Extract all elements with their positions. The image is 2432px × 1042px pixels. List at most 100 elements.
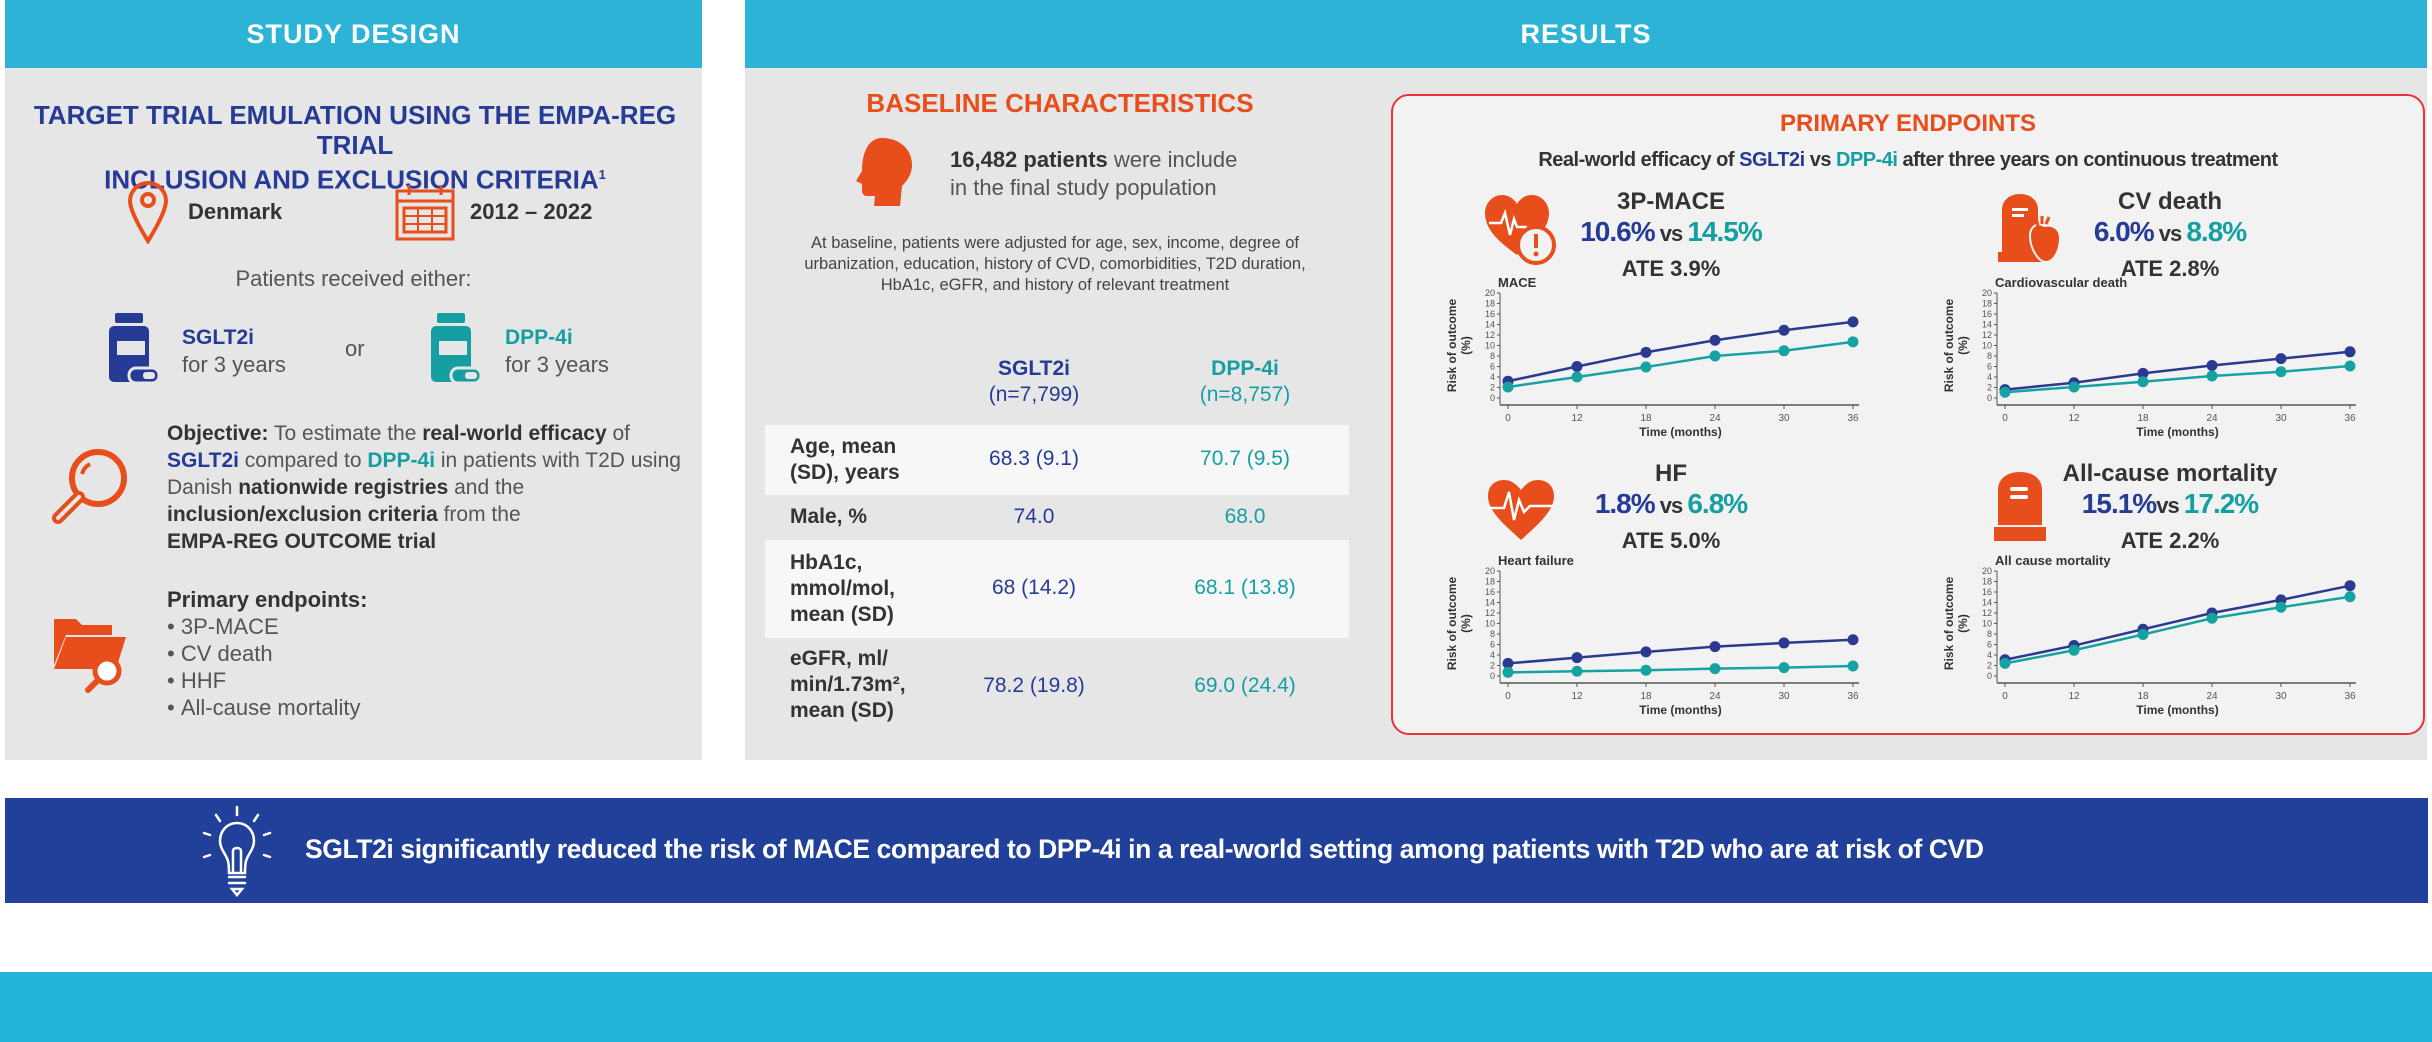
head-profile-icon [856,138,912,206]
data-point-navy [1847,316,1859,328]
data-point-navy [2344,346,2356,358]
endpoint-item: • CV death [167,641,273,666]
endpoints-subtitle: Real-world efficacy of SGLT2i vs DPP-4i … [1391,149,2425,172]
col-sglt2i: SGLT2i (n=7,799) [884,356,1184,408]
subtitle-sglt2i: SGLT2i [1739,149,1805,171]
sglt2i-pill-bottle-icon [109,313,161,385]
objective-seg: of [606,422,631,445]
study-design-title: TARGET TRIAL EMULATION USING THE EMPA-RE… [20,100,690,195]
y-tick-label: 18 [1485,299,1495,309]
y-tick-label: 6 [1987,640,1992,650]
x-axis-label: Time (months) [2136,425,2218,439]
dpp4i-name: DPP-4i [505,326,573,349]
x-tick-label: 30 [2275,413,2287,424]
x-tick-label: 24 [1709,691,1721,702]
sglt2i-value: 68.3 (9.1) [989,447,1079,470]
y-axis-label-unit: (%) [1956,614,1970,633]
x-axis-label: Time (months) [1639,425,1721,439]
data-point-navy [1709,334,1721,346]
stat-ate: ATE 5.0% [1621,528,1721,553]
endpoint-label: CV death [180,641,273,666]
y-tick-label: 4 [1490,372,1495,382]
y-tick-label: 4 [1490,650,1495,660]
baseline-title: BASELINE CHARACTERISTICS [866,88,1254,118]
data-point-teal [1709,350,1721,362]
objective-label: Objective: [167,422,269,445]
x-tick-label: 36 [1847,413,1859,424]
data-point-teal [1640,361,1652,373]
stat-sglt2i: 15.1% [2081,488,2157,519]
series-line-teal [1507,664,1854,674]
primary-endpoints-list: Primary endpoints: • 3P-MACE • CV death … [167,586,367,721]
stat-3p-mace: 3P-MACE 10.6% vs 14.5% ATE 3.9% [1501,188,1841,284]
stat-sglt2i: 1.8% [1594,488,1656,519]
data-point-navy [2206,359,2218,371]
sglt2i-name: SGLT2i [182,326,254,349]
objective-text: Objective: To estimate the real-world ef… [167,420,682,555]
y-tick-label: 0 [1490,393,1495,403]
series-line-navy [2004,350,2351,391]
stat-dpp4i: 6.8% [1687,488,1748,519]
chart-title: MACE [1498,275,1537,290]
study-design-header: STUDY DESIGN [5,0,702,68]
sglt2i-duration: for 3 years [182,352,286,377]
y-tick-label: 4 [1987,650,1992,660]
data-point-teal [1571,371,1583,383]
y-tick-label: 10 [1485,341,1495,351]
data-point-teal [2068,381,2080,393]
y-tick-label: 14 [1485,320,1495,330]
sglt2i-arm: SGLT2i for 3 years [182,324,286,378]
y-tick-label: 12 [1982,608,1992,618]
y-tick-label: 2 [1987,383,1992,393]
y-tick-label: 0 [1987,393,1992,403]
objective-seg: and the [448,476,525,499]
patient-count-text-2: in the final study population [950,175,1217,200]
tombstone-icon [1993,472,2047,542]
y-tick-label: 0 [1490,671,1495,681]
y-axis-label: Risk of outcome [1445,577,1459,671]
y-tick-label: 6 [1490,362,1495,372]
data-point-teal [1778,662,1790,674]
x-tick-label: 12 [2068,691,2080,702]
data-point-teal [2275,601,2287,613]
patient-count-text: were include [1107,147,1238,172]
y-tick-label: 10 [1485,619,1495,629]
y-axis-label-unit: (%) [1459,614,1473,633]
y-tick-label: 18 [1485,577,1495,587]
stat-dpp4i: 14.5% [1687,216,1762,247]
subtitle-seg: after three years on continuous treatmen… [1897,149,2279,171]
y-tick-label: 16 [1982,587,1992,597]
stat-dpp4i: 17.2% [2183,488,2259,519]
heart-alert-icon [1485,195,1556,265]
y-tick-label: 10 [1982,341,1992,351]
table-row: HbA1c, mmol/mol, mean (SD) 68 (14.2) 68.… [765,540,1349,638]
data-point-navy [1502,657,1514,669]
col-n: (n=7,799) [988,383,1080,406]
location-label: Denmark [188,199,283,224]
sglt2i-value: 78.2 (19.8) [983,674,1085,697]
title-line-1: TARGET TRIAL EMULATION USING THE EMPA-RE… [33,100,677,160]
x-tick-label: 12 [1571,413,1583,424]
y-tick-label: 20 [1982,288,1992,298]
x-tick-label: 36 [2344,413,2356,424]
objective-seg: compared to [238,449,368,472]
stat-name: 3P-MACE [1616,188,1725,215]
subtitle-dpp4i: DPP-4i [1836,149,1898,171]
row-label: Male, % [790,505,868,528]
x-tick-label: 0 [2002,413,2008,424]
data-point-teal [2137,376,2149,388]
data-point-navy [2137,367,2149,379]
data-point-teal [1571,665,1583,677]
col-dpp4i: DPP-4i (n=8,757) [1095,356,1395,408]
objective-seg: real-world efficacy [422,422,607,445]
y-tick-label: 12 [1485,330,1495,340]
data-point-navy [1847,634,1859,646]
series-line-navy [1507,638,1854,665]
footer-bar [0,972,2432,1042]
endpoint-label: HHF [180,668,227,693]
stat-name: CV death [2117,188,2222,215]
y-tick-label: 12 [1485,608,1495,618]
objective-seg: DPP-4i [367,449,436,472]
y-tick-label: 14 [1982,598,1992,608]
